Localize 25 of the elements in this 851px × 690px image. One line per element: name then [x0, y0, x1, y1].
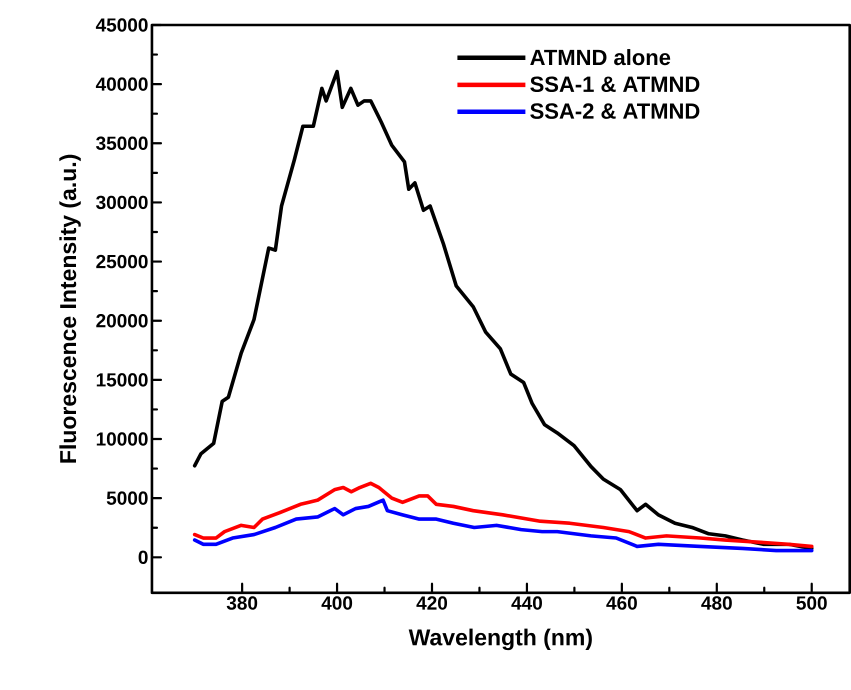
y-tick-label: 45000: [96, 18, 148, 32]
y-tick-label: 30000: [96, 196, 148, 210]
y-tick-label: 0: [138, 550, 148, 564]
x-tick-label: 400: [322, 596, 352, 610]
x-tick-label: 480: [701, 596, 732, 610]
y-tick-label: 40000: [96, 78, 148, 91]
legend-label: ATMND alone: [530, 49, 670, 66]
y-tick-label: 25000: [96, 254, 148, 268]
legend-label: SSA-1 & ATMND: [530, 76, 700, 92]
y-tick-label: 20000: [96, 314, 148, 328]
line-series: [192, 70, 814, 550]
line-series: [192, 498, 814, 552]
y-axis-title: Fluorescence Intensity (a.u.): [59, 154, 81, 463]
x-tick-label: 460: [606, 596, 637, 610]
x-tick-label: 420: [416, 596, 448, 610]
y-tick-label: 35000: [96, 136, 148, 150]
y-tick-label: 15000: [96, 373, 148, 387]
x-tick-label: 440: [511, 596, 542, 610]
y-tick-label: 5000: [106, 492, 148, 506]
line-series: [192, 482, 814, 548]
legend-label: SSA-2 & ATMND: [530, 103, 700, 119]
x-tick-label: 380: [226, 596, 258, 610]
x-axis-title: Wavelength (nm): [408, 628, 592, 650]
y-tick-label: 10000: [96, 432, 148, 446]
x-tick-label: 500: [796, 596, 827, 610]
